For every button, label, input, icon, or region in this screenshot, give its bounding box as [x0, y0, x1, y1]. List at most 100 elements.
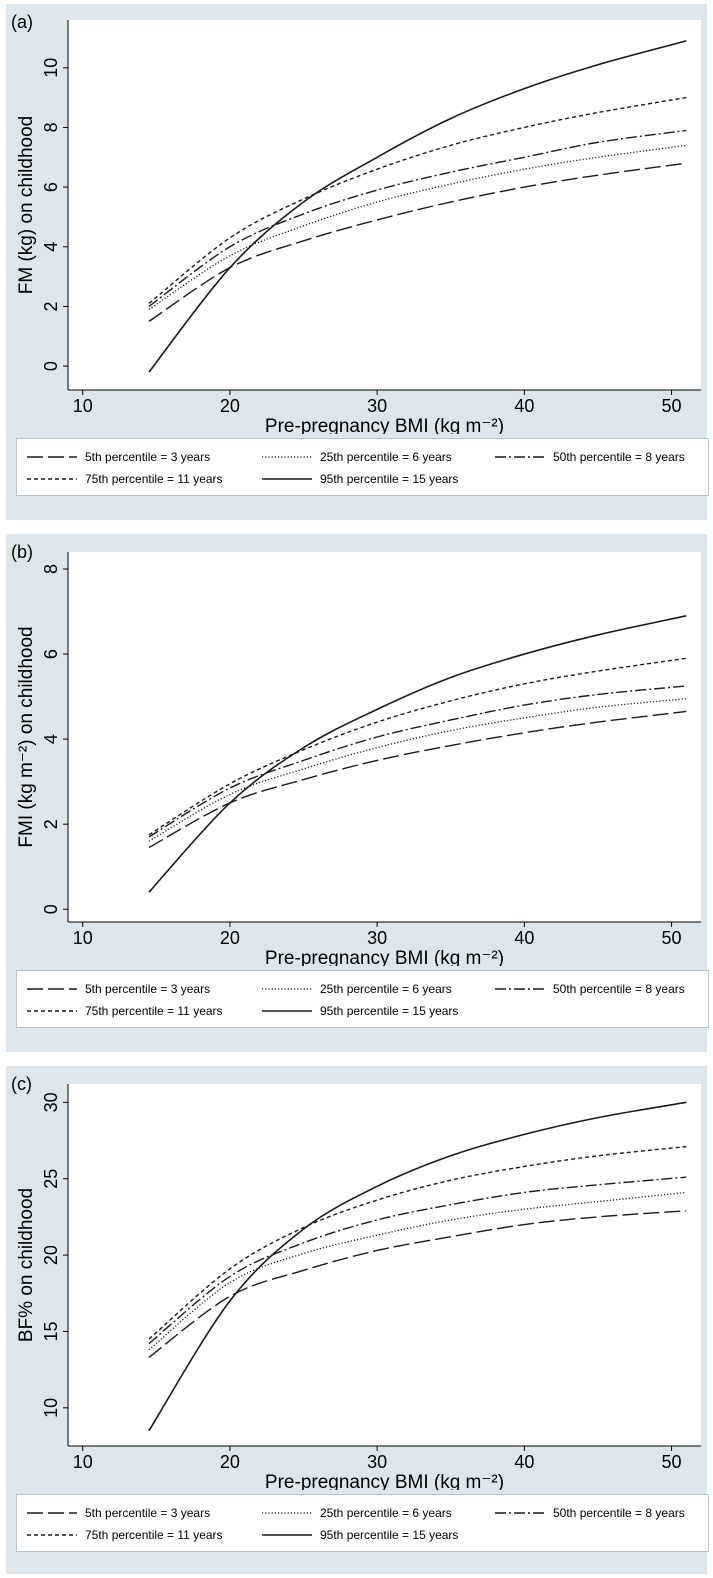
legend-swatch	[262, 988, 312, 990]
chart-panel-c: (c) 10 20 30 40 50 10 15 20 25 30 Pre-pregnancy BM…	[6, 1066, 709, 1574]
series-line-3	[148, 129, 687, 308]
x-tick-label: 40	[514, 1452, 534, 1472]
panel-label: (b)	[11, 542, 33, 562]
legend-label: 25th percentile = 6 years	[320, 982, 452, 996]
legend-label: 50th percentile = 8 years	[553, 450, 685, 464]
y-tick-label: 30	[41, 1092, 61, 1112]
chart-b-plot: 10 20 30 40 50 0 2 4 6 8 Pre-pregnancy BMI (kg m⁻²…	[16, 552, 701, 966]
series-line-3	[148, 685, 687, 838]
legend-swatch	[262, 1534, 312, 1536]
y-tick-label: 8	[41, 122, 61, 132]
y-tick-label: 4	[41, 734, 61, 744]
legend-swatch	[27, 456, 77, 458]
y-tick-label: 15	[41, 1321, 61, 1341]
panel-label: (a)	[11, 12, 33, 32]
x-tick-label: 20	[220, 1452, 240, 1472]
legend-label: 75th percentile = 11 years	[85, 1004, 223, 1018]
plot-area	[68, 1084, 701, 1446]
legend-swatch	[262, 478, 312, 480]
legend-label: 5th percentile = 3 years	[85, 1506, 211, 1520]
series-line-5	[148, 1101, 687, 1432]
legend-swatch	[495, 1512, 545, 1514]
x-axis-label: Pre-pregnancy BMI (kg m⁻²)	[265, 416, 504, 434]
legend-swatch	[27, 1512, 77, 1514]
legend-swatch	[262, 456, 312, 458]
legend-label: 25th percentile = 6 years	[320, 1506, 452, 1520]
series-line-4	[148, 1145, 687, 1340]
y-axis-label: FMI (kg m⁻²) on childhood	[16, 626, 37, 847]
y-tick-label: 2	[41, 819, 61, 829]
legend-item: 5th percentile = 3 years	[27, 1503, 210, 1523]
legend-item: 95th percentile = 15 years	[262, 1001, 458, 1021]
y-tick-label: 6	[41, 182, 61, 192]
legend-item: 75th percentile = 11 years	[27, 469, 223, 489]
legend-label: 75th percentile = 11 years	[85, 1528, 223, 1542]
y-axis-label: BF% on childhood	[16, 1188, 37, 1342]
series-line-2	[148, 698, 687, 842]
legend-item: 95th percentile = 15 years	[262, 1525, 458, 1545]
legend-item: 5th percentile = 3 years	[27, 447, 210, 467]
y-tick-label: 10	[41, 1398, 61, 1418]
legend-label: 5th percentile = 3 years	[85, 450, 211, 464]
y-tick-label: 25	[41, 1169, 61, 1189]
x-tick-label: 30	[367, 396, 387, 416]
series-line-4	[148, 657, 687, 836]
legend-swatch	[27, 478, 77, 480]
x-axis-label: Pre-pregnancy BMI (kg m⁻²)	[265, 948, 504, 966]
x-tick-label: 20	[220, 396, 240, 416]
legend-item: 25th percentile = 6 years	[262, 979, 452, 999]
legend-item: 75th percentile = 11 years	[27, 1001, 223, 1021]
y-tick-label: 2	[41, 301, 61, 311]
legend-swatch	[27, 1010, 77, 1012]
y-axis-label: FM (kg) on childhood	[16, 116, 37, 294]
x-tick-label: 10	[73, 928, 93, 948]
chart-c-legend: 5th percentile = 3 years 25th percentile …	[16, 1494, 709, 1552]
series-line-1	[148, 1210, 687, 1358]
x-tick-label: 50	[662, 928, 682, 948]
y-tick-label: 6	[41, 649, 61, 659]
legend-swatch	[495, 456, 545, 458]
legend-item: 50th percentile = 8 years	[495, 447, 685, 467]
series-line-2	[148, 144, 687, 310]
y-tick-label: 10	[41, 58, 61, 78]
legend-swatch	[27, 988, 77, 990]
legend-item: 75th percentile = 11 years	[27, 1525, 223, 1545]
x-axis-label: Pre-pregnancy BMI (kg m⁻²)	[265, 1472, 504, 1490]
y-tick-label: 8	[41, 564, 61, 574]
panel-label: (c)	[11, 1074, 32, 1094]
y-tick-label: 0	[41, 361, 61, 371]
legend-label: 75th percentile = 11 years	[85, 472, 223, 486]
y-tick-label: 0	[41, 904, 61, 914]
plot-area	[68, 20, 701, 390]
chart-panel-b: (b) 10 20 30 40 50 0 2 4 6 8 Pre-pregnancy BMI (kg…	[6, 534, 709, 1052]
x-tick-label: 40	[514, 396, 534, 416]
series-line-5	[148, 40, 687, 373]
legend-item: 50th percentile = 8 years	[495, 1503, 685, 1523]
x-tick-label: 50	[662, 396, 682, 416]
chart-panel-a: (a) 10 20 30 40 50 0 2 4 6 8 10 Pre-pregnancy BMI (…	[6, 4, 709, 520]
y-tick-label: 4	[41, 242, 61, 252]
legend-swatch	[262, 1010, 312, 1012]
x-tick-label: 50	[662, 1452, 682, 1472]
legend-label: 5th percentile = 3 years	[85, 982, 211, 996]
legend-item: 95th percentile = 15 years	[262, 469, 458, 489]
legend-item: 25th percentile = 6 years	[262, 447, 452, 467]
legend-swatch	[262, 1512, 312, 1514]
legend-swatch	[27, 1534, 77, 1536]
x-tick-label: 30	[367, 1452, 387, 1472]
legend-item: 25th percentile = 6 years	[262, 1503, 452, 1523]
legend-swatch	[495, 988, 545, 990]
x-tick-label: 40	[514, 928, 534, 948]
series-line-4	[148, 96, 687, 305]
x-tick-label: 10	[73, 396, 93, 416]
chart-a-plot: 10 20 30 40 50 0 2 4 6 8 10 Pre-pregnancy BMI (kg m…	[16, 20, 701, 434]
legend-label: 50th percentile = 8 years	[553, 982, 685, 996]
legend-label: 95th percentile = 15 years	[320, 1528, 459, 1542]
chart-a-legend: 5th percentile = 3 years 25th percentile …	[16, 438, 709, 496]
legend-label: 95th percentile = 15 years	[320, 472, 459, 486]
legend-label: 95th percentile = 15 years	[320, 1004, 459, 1018]
x-tick-label: 20	[220, 928, 240, 948]
legend-label: 25th percentile = 6 years	[320, 450, 452, 464]
x-tick-label: 10	[73, 1452, 93, 1472]
